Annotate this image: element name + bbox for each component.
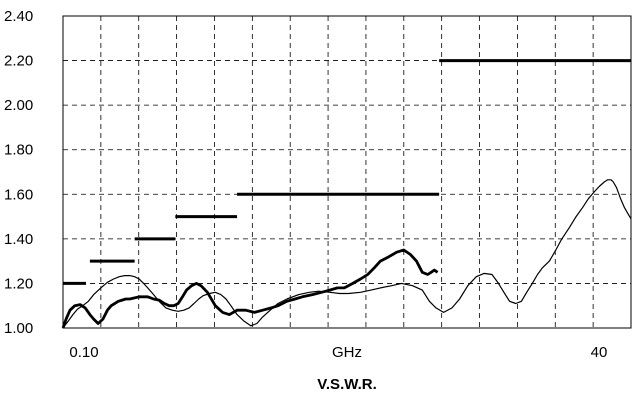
y-tick-label: 1.40 — [4, 231, 33, 248]
plot-frame — [62, 15, 632, 329]
grid — [63, 16, 631, 328]
limit-lines — [63, 59, 631, 285]
y-tick-label: 2.20 — [4, 53, 33, 70]
series-line-thick — [61, 248, 439, 329]
x-tick-label-left: 0.10 — [69, 344, 98, 361]
y-tick-label: 1.20 — [4, 275, 33, 292]
series-line-thin — [62, 179, 632, 329]
y-tick-label: 2.40 — [4, 8, 33, 25]
x-tick-label-right: 40 — [591, 344, 608, 361]
y-tick-label: 1.80 — [4, 142, 33, 159]
x-axis-label: GHz — [332, 344, 362, 361]
y-tick-label: 1.60 — [4, 186, 33, 203]
y-tick-labels: 1.00 1.20 1.40 1.60 1.80 2.00 2.20 2.40 — [4, 8, 33, 337]
series-lines — [61, 179, 632, 329]
chart-title: V.S.W.R. — [317, 376, 376, 393]
y-tick-label: 2.00 — [4, 97, 33, 114]
y-tick-label: 1.00 — [4, 320, 33, 337]
